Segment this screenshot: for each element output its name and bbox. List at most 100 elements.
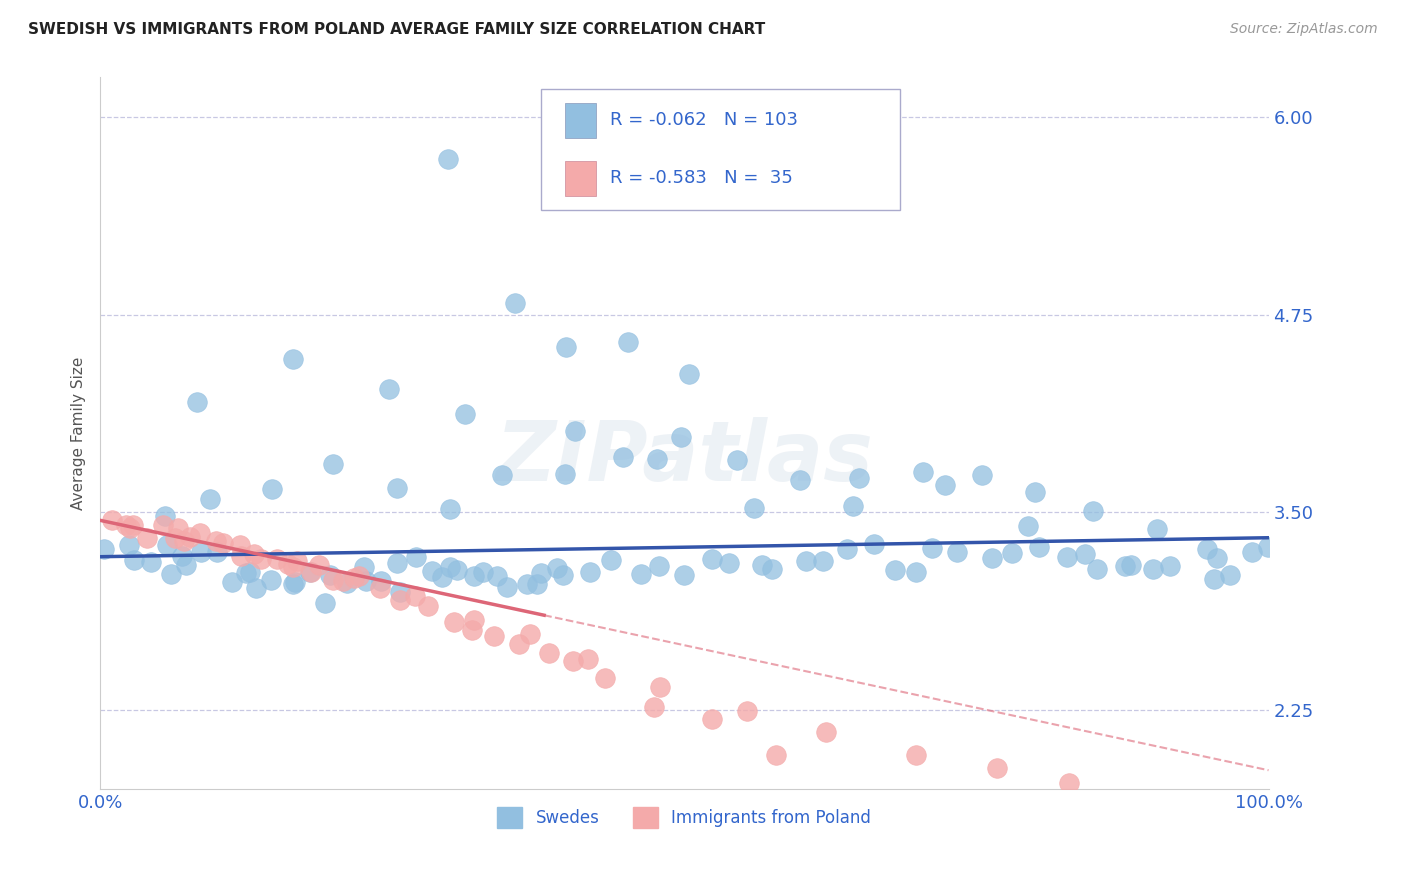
- Point: [553, 567, 575, 582]
- Point: [122, 552, 145, 566]
- Point: [578, 652, 600, 666]
- Point: [842, 500, 865, 514]
- Point: [986, 761, 1008, 775]
- Point: [285, 554, 308, 568]
- Point: [669, 430, 692, 444]
- Point: [794, 554, 817, 568]
- Point: [283, 577, 305, 591]
- Point: [437, 152, 460, 166]
- Point: [115, 518, 138, 533]
- Point: [1202, 572, 1225, 586]
- Point: [221, 574, 243, 589]
- Point: [416, 599, 439, 613]
- Point: [163, 532, 186, 546]
- Point: [516, 577, 538, 591]
- Point: [443, 615, 465, 629]
- Point: [678, 368, 700, 382]
- Point: [454, 407, 477, 421]
- Point: [239, 565, 262, 579]
- Point: [461, 623, 484, 637]
- Point: [1074, 547, 1097, 561]
- Point: [1219, 568, 1241, 582]
- Point: [1206, 550, 1229, 565]
- Point: [156, 538, 179, 552]
- Point: [884, 563, 907, 577]
- Point: [349, 569, 371, 583]
- Point: [229, 537, 252, 551]
- Point: [378, 382, 401, 396]
- Point: [700, 712, 723, 726]
- Point: [862, 537, 884, 551]
- Text: ZIPatlas: ZIPatlas: [495, 417, 873, 498]
- Point: [260, 573, 283, 587]
- Point: [981, 550, 1004, 565]
- Point: [160, 567, 183, 582]
- Point: [118, 538, 141, 552]
- Point: [562, 654, 585, 668]
- Point: [235, 566, 257, 580]
- Point: [1142, 562, 1164, 576]
- Point: [905, 566, 928, 580]
- Point: [188, 526, 211, 541]
- Y-axis label: Average Family Size: Average Family Size: [72, 357, 86, 510]
- Point: [242, 548, 264, 562]
- Point: [491, 467, 513, 482]
- Point: [120, 520, 142, 534]
- Point: [1085, 562, 1108, 576]
- Point: [751, 558, 773, 572]
- Point: [284, 574, 307, 589]
- Point: [139, 555, 162, 569]
- Point: [555, 340, 578, 354]
- Point: [250, 551, 273, 566]
- Point: [742, 500, 765, 515]
- Point: [190, 544, 212, 558]
- Point: [245, 581, 267, 595]
- Point: [212, 536, 235, 550]
- Point: [319, 567, 342, 582]
- Point: [672, 568, 695, 582]
- Point: [370, 574, 392, 589]
- Point: [404, 589, 426, 603]
- Point: [136, 531, 159, 545]
- Point: [530, 566, 553, 581]
- Point: [503, 295, 526, 310]
- Point: [388, 585, 411, 599]
- Point: [1001, 546, 1024, 560]
- Point: [761, 562, 783, 576]
- Point: [205, 534, 228, 549]
- Text: SWEDISH VS IMMIGRANTS FROM POLAND AVERAGE FAMILY SIZE CORRELATION CHART: SWEDISH VS IMMIGRANTS FROM POLAND AVERAG…: [28, 22, 765, 37]
- Legend: Swedes, Immigrants from Poland: Swedes, Immigrants from Poland: [491, 801, 877, 834]
- Point: [472, 565, 495, 579]
- Point: [765, 747, 787, 762]
- Point: [186, 394, 208, 409]
- Point: [205, 545, 228, 559]
- Point: [420, 564, 443, 578]
- Point: [725, 453, 748, 467]
- Point: [650, 680, 672, 694]
- Point: [630, 567, 652, 582]
- Point: [385, 481, 408, 495]
- Point: [308, 558, 330, 572]
- Point: [174, 558, 197, 572]
- Point: [1159, 559, 1181, 574]
- Text: Source: ZipAtlas.com: Source: ZipAtlas.com: [1230, 22, 1378, 37]
- Point: [1081, 504, 1104, 518]
- Point: [508, 637, 530, 651]
- Point: [1146, 523, 1168, 537]
- Point: [1197, 542, 1219, 557]
- Point: [814, 724, 837, 739]
- Point: [322, 458, 344, 472]
- Point: [430, 570, 453, 584]
- Point: [1017, 518, 1039, 533]
- Point: [593, 671, 616, 685]
- Point: [322, 573, 344, 587]
- Point: [385, 556, 408, 570]
- Point: [314, 596, 336, 610]
- Point: [353, 559, 375, 574]
- Point: [439, 502, 461, 516]
- Point: [152, 518, 174, 533]
- Point: [170, 549, 193, 563]
- Point: [946, 545, 969, 559]
- Point: [166, 521, 188, 535]
- Point: [153, 508, 176, 523]
